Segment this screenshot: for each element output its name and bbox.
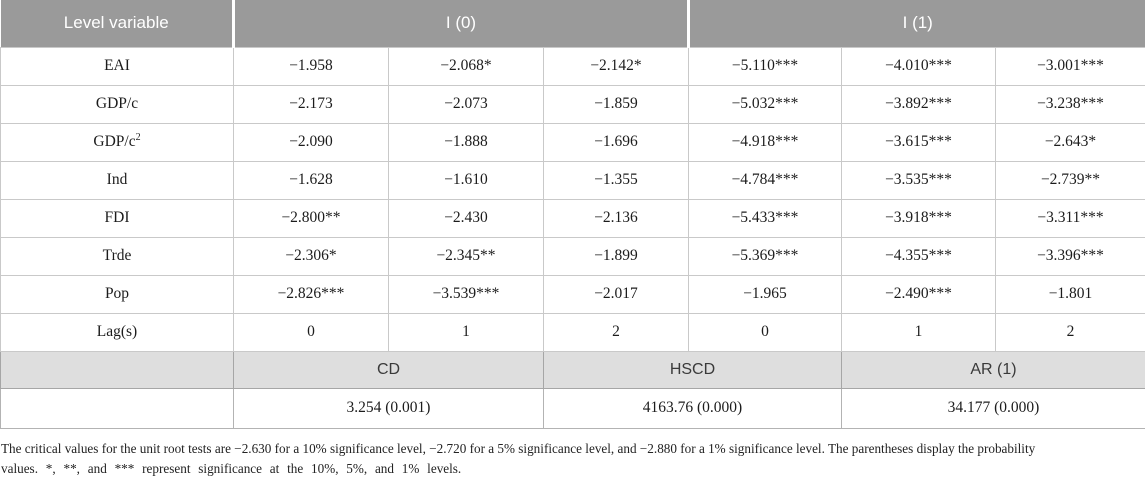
table-row-eai: EAI −1.958 −2.068* −2.142* −5.110*** −4.… [0, 46, 1145, 86]
footnote-line-2: values. *, **, and *** represent signifi… [1, 461, 462, 477]
row-label: GDP/c [0, 84, 234, 124]
row-label: EAI [0, 46, 234, 86]
diagnostic-header-hscd: HSCD [543, 350, 842, 389]
table-cell: −2.142* [543, 46, 689, 86]
row-label: Ind [0, 160, 234, 200]
table-cell: 0 [688, 312, 842, 352]
table-cell: 1 [841, 312, 996, 352]
table-cell: −3.892*** [841, 84, 996, 124]
table-cell: 2 [995, 312, 1145, 352]
row-label: GDP/c2 [0, 122, 234, 162]
table-row-trde: Trde −2.306* −2.345** −1.899 −5.369*** −… [0, 236, 1145, 276]
row-label-text: GDP/c [95, 95, 139, 112]
table-cell: −2.073 [388, 84, 544, 124]
table-cell: −2.430 [388, 198, 544, 238]
table-cell: −4.918*** [688, 122, 842, 162]
table-row-ind: Ind −1.628 −1.610 −1.355 −4.784*** −3.53… [0, 160, 1145, 200]
col-header-i0: I (0) [232, 0, 689, 47]
table-footnote: The critical values for the unit root te… [0, 429, 1145, 478]
table-cell: −1.888 [388, 122, 544, 162]
table-row-pop: Pop −2.826*** −3.539*** −2.017 −1.965 −2… [0, 274, 1145, 314]
table-cell: 2 [543, 312, 689, 352]
table-cell: −2.017 [543, 274, 689, 314]
table-cell: −3.535*** [841, 160, 996, 200]
table-cell: −1.610 [388, 160, 544, 200]
diagnostic-header-cd: CD [233, 350, 544, 389]
unit-root-test-table: Level variable I (0) I (1) EAI −1.958 −2… [0, 0, 1145, 429]
table-row-gdpc-squared: GDP/c2 −2.090 −1.888 −1.696 −4.918*** −3… [0, 122, 1145, 162]
table-row-lags: Lag(s) 0 1 2 0 1 2 [0, 312, 1145, 352]
row-label: Lag(s) [0, 312, 234, 352]
row-label-text: FDI [104, 209, 130, 226]
col-header-i1: I (1) [687, 0, 1145, 47]
table-cell: −3.238*** [995, 84, 1145, 124]
row-label-text: Ind [106, 171, 128, 188]
table-cell: −1.628 [233, 160, 389, 200]
table-cell: −2.739** [995, 160, 1145, 200]
table-cell: −1.899 [543, 236, 689, 276]
row-label-text: GDP/c [93, 133, 136, 150]
table-cell: −1.801 [995, 274, 1145, 314]
footnote-line-1: The critical values for the unit root te… [1, 440, 1036, 456]
table-cell: −3.001*** [995, 46, 1145, 86]
diagnostic-header-ar1: AR (1) [841, 350, 1145, 389]
table-cell: −1.958 [233, 46, 389, 86]
table-row-fdi: FDI −2.800** −2.430 −2.136 −5.433*** −3.… [0, 198, 1145, 238]
table-cell: −2.826*** [233, 274, 389, 314]
table-cell: 0 [233, 312, 389, 352]
empty-cell [0, 350, 234, 389]
table-cell: −2.490*** [841, 274, 996, 314]
table-cell: −3.539*** [388, 274, 544, 314]
table-cell: −1.355 [543, 160, 689, 200]
row-label-text: EAI [104, 57, 130, 74]
table-header-row: Level variable I (0) I (1) [0, 0, 1145, 47]
row-label: Pop [0, 274, 234, 314]
empty-cell [0, 387, 234, 429]
table-cell: −3.615*** [841, 122, 996, 162]
table-cell: −2.136 [543, 198, 689, 238]
table-cell: −5.433*** [688, 198, 842, 238]
table-cell: −1.965 [688, 274, 842, 314]
table-cell: −4.355*** [841, 236, 996, 276]
row-label: FDI [0, 198, 234, 238]
row-label-superscript: 2 [135, 131, 141, 143]
row-label-text: Pop [104, 285, 130, 302]
table-cell: −3.396*** [995, 236, 1145, 276]
table-row-gdpc: GDP/c −2.173 −2.073 −1.859 −5.032*** −3.… [0, 84, 1145, 124]
table-cell: −1.696 [543, 122, 689, 162]
col-header-level-variable: Level variable [0, 0, 234, 47]
table-cell: −2.306* [233, 236, 389, 276]
table-cell: −4.010*** [841, 46, 996, 86]
table-cell: −2.173 [233, 84, 389, 124]
diagnostic-value-hscd: 4163.76 (0.000) [543, 387, 842, 429]
table-cell: −3.918*** [841, 198, 996, 238]
table-cell: −1.859 [543, 84, 689, 124]
table-cell: −5.369*** [688, 236, 842, 276]
table-cell: −2.090 [233, 122, 389, 162]
table-cell: −5.110*** [688, 46, 842, 86]
table-cell: −5.032*** [688, 84, 842, 124]
table-cell: −3.311*** [995, 198, 1145, 238]
diagnostic-value-cd: 3.254 (0.001) [233, 387, 544, 429]
diagnostic-value-ar1: 34.177 (0.000) [841, 387, 1145, 429]
row-label: Trde [0, 236, 234, 276]
table-cell: −2.345** [388, 236, 544, 276]
table-cell: −4.784*** [688, 160, 842, 200]
row-label-text: Lag(s) [96, 323, 138, 340]
diagnostics-header-row: CD HSCD AR (1) [0, 350, 1145, 389]
table-cell: 1 [388, 312, 544, 352]
table-cell: −2.800** [233, 198, 389, 238]
table-cell: −2.643* [995, 122, 1145, 162]
row-label-text: Trde [102, 247, 132, 264]
diagnostics-value-row: 3.254 (0.001) 4163.76 (0.000) 34.177 (0.… [0, 387, 1145, 429]
table-cell: −2.068* [388, 46, 544, 86]
